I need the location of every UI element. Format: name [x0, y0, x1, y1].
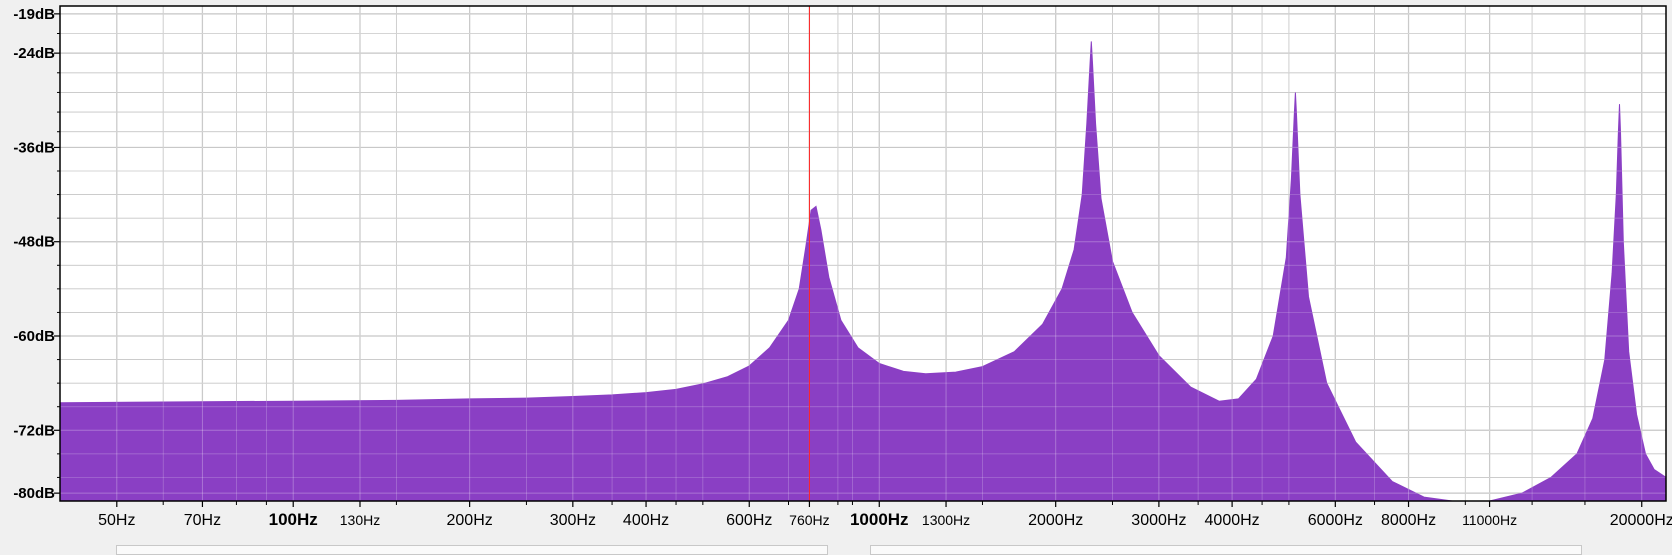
y-axis: -19dB -24dB -36dB -48dB -60dB -72dB -80dB [13, 6, 60, 502]
y-tick-label: -80dB [13, 485, 55, 502]
y-tick-label: -60dB [13, 328, 55, 345]
x-tick-label: 100Hz [269, 510, 318, 529]
x-tick-label: 11000Hz [1462, 512, 1517, 528]
x-tick-label: 130Hz [340, 512, 380, 528]
x-tick-label: 8000Hz [1381, 512, 1436, 529]
y-tick-label: -72dB [13, 422, 55, 439]
x-tick-label: 1000Hz [850, 510, 909, 529]
y-tick-label: -48dB [13, 234, 55, 251]
x-tick-label: 20000Hz [1610, 512, 1672, 529]
plot-border [59, 5, 1667, 502]
spectrum-area [59, 41, 1667, 502]
x-tick-label: 2000Hz [1028, 512, 1083, 529]
x-tick-label: 400Hz [623, 512, 669, 529]
spectrum-fill [59, 41, 1667, 502]
y-tick-label: -24dB [13, 45, 55, 62]
x-tick-label: 300Hz [550, 512, 596, 529]
x-tick-label: 50Hz [98, 512, 135, 529]
x-tick-label: 3000Hz [1131, 512, 1186, 529]
x-tick-label: 200Hz [447, 512, 493, 529]
x-axis: 50Hz 70Hz 100Hz 130Hz 200Hz 300Hz 400Hz 600Hz 76… [98, 501, 1672, 529]
x-tick-label: 70Hz [184, 512, 221, 529]
bottom-panel-right [870, 545, 1582, 555]
y-tick-label: -19dB [13, 6, 55, 23]
x-tick-label: 6000Hz [1308, 512, 1363, 529]
x-tick-label: 1300Hz [922, 512, 970, 528]
y-tick-label: -36dB [13, 139, 55, 156]
bottom-panel-left [116, 545, 828, 555]
x-tick-label: 760Hz [789, 512, 829, 528]
x-tick-label: 4000Hz [1205, 512, 1260, 529]
x-tick-label: 600Hz [726, 512, 772, 529]
grid-overlay [60, 6, 1666, 501]
